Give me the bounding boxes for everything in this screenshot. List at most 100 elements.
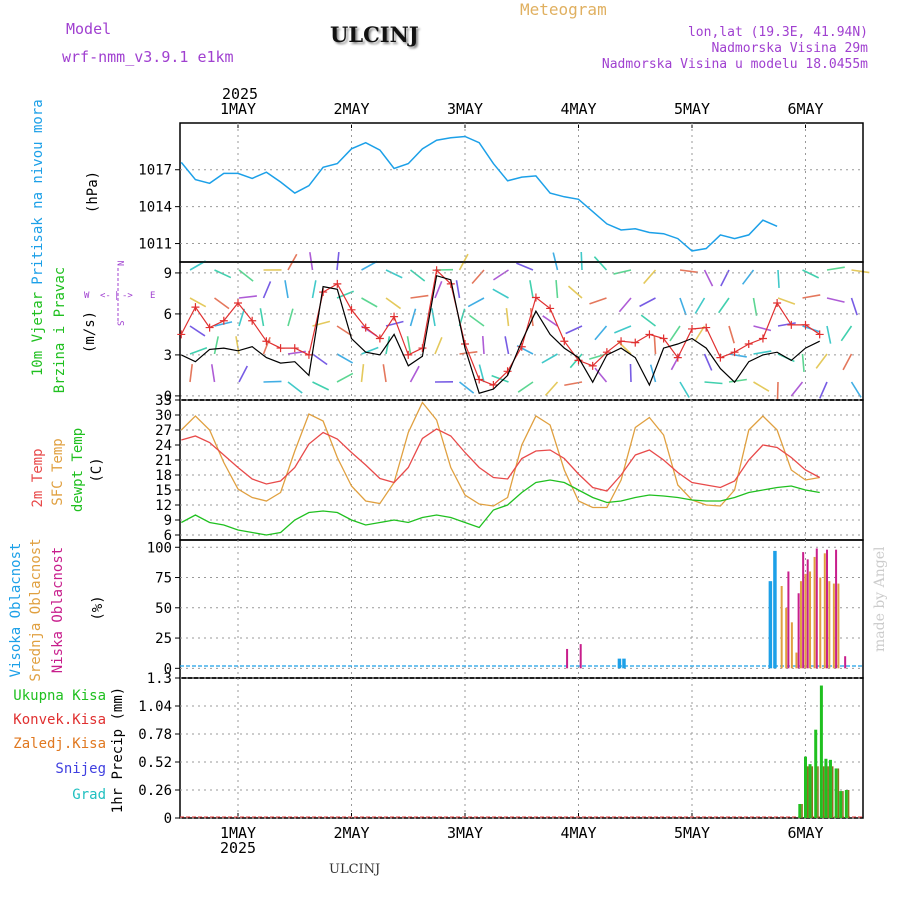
precip-unit: 1hr Precip (mm)	[110, 687, 126, 813]
wind-arrow	[410, 269, 426, 282]
precip-conv-bar	[811, 766, 814, 818]
gust-marker	[205, 323, 214, 332]
gust-marker	[617, 337, 626, 346]
precip-conv-bar	[847, 790, 850, 818]
gust-marker	[730, 348, 739, 357]
gust-marker	[673, 353, 682, 362]
wind-arrow	[718, 297, 730, 314]
wind-arrow	[580, 251, 583, 271]
wind-arrow	[235, 336, 240, 355]
wind-arrow	[819, 381, 828, 399]
wind-arrow	[840, 325, 853, 342]
precip-total-bar	[834, 768, 838, 818]
wind-arrow	[777, 322, 796, 327]
y-tick-label: 6	[164, 528, 172, 544]
wind-arrow	[593, 256, 608, 271]
wind-arrow	[728, 325, 735, 344]
pressure-label: Pritisak na nivou mora	[30, 99, 46, 284]
wind-arrow	[459, 381, 475, 394]
cloud-bar	[768, 581, 773, 669]
gust-marker	[489, 380, 498, 389]
sfc-temp-series	[180, 401, 820, 509]
gust-marker	[659, 334, 668, 343]
precip-total-bar	[828, 759, 832, 818]
cloud-bar	[566, 648, 569, 669]
wind-arrow	[565, 325, 583, 335]
wind-label-2: Brzina i Pravac	[52, 267, 68, 393]
wind-arrow	[259, 308, 265, 327]
t2m-label: 2m Temp	[30, 448, 46, 507]
gust-marker	[531, 293, 540, 302]
cloud-bar	[837, 583, 840, 669]
wind-arrow	[361, 260, 378, 271]
wind-arrow	[594, 325, 608, 341]
wind-arrow	[455, 280, 461, 299]
wind-arrow	[189, 297, 207, 308]
cloud-bar	[832, 583, 835, 669]
day-tick-bottom: 3MAY	[447, 824, 483, 842]
wind-arrow	[467, 297, 485, 308]
wind-arrow	[594, 367, 608, 383]
wind-arrow	[529, 280, 534, 299]
precip-conv-bar	[822, 766, 825, 818]
cloud-bar	[785, 607, 788, 669]
day-tick-top: 3MAY	[447, 100, 483, 118]
wind-arrow	[189, 347, 208, 355]
wind-arrow	[629, 363, 632, 383]
wind-arrow	[284, 280, 289, 299]
wind-arrow	[336, 353, 354, 364]
gust-marker	[758, 334, 767, 343]
gust-marker	[815, 330, 824, 339]
wind-arrow	[471, 269, 485, 285]
day-tick-top: 4MAY	[560, 100, 596, 118]
wind-arrow	[704, 381, 723, 385]
wind-arrow	[309, 252, 314, 271]
wind-arrow	[434, 281, 443, 299]
pressure-panel	[179, 122, 864, 263]
cloud-bar	[780, 586, 783, 669]
wind-arrow	[469, 314, 485, 327]
svg-text:<-: <-	[100, 291, 111, 301]
day-tick-top: 5MAY	[674, 100, 710, 118]
wind-arrow	[640, 314, 656, 327]
wind-arrow	[544, 381, 559, 396]
cloud-bar	[806, 559, 809, 669]
y-tick-label: 21	[155, 453, 172, 469]
gust-marker	[588, 361, 597, 370]
wind-arrow	[516, 262, 534, 271]
wind-arrow	[431, 308, 436, 327]
y-tick-label: 0	[164, 661, 172, 677]
wind-arrow	[409, 308, 417, 327]
precip-total-bar	[808, 764, 812, 818]
day-tick-top: 2MAY	[333, 100, 369, 118]
wind-arrow	[728, 378, 747, 383]
precip-conv-bar	[807, 766, 809, 818]
wind-compass-icon: W <- | -> E N S	[84, 261, 155, 326]
wind-arrow	[614, 325, 632, 334]
wind-arrow	[505, 308, 510, 327]
wind-arrow	[826, 266, 845, 271]
y-tick-label: 100	[147, 540, 172, 556]
wind-gust-series	[180, 268, 821, 386]
gust-marker	[219, 316, 228, 325]
svg-text:N: N	[117, 261, 127, 266]
wind-arrow	[589, 297, 607, 305]
wind-arrow	[753, 381, 770, 392]
precip-total-bar	[824, 758, 828, 818]
cloud-low-label: Niska Oblacnost	[50, 547, 66, 673]
wind-arrow	[406, 336, 412, 355]
gust-marker	[744, 339, 753, 348]
wind-arrow	[529, 308, 534, 327]
gust-marker	[248, 316, 257, 325]
model-name: wrf-nmm_v3.9.1 e1km	[62, 48, 234, 66]
gust-marker	[801, 320, 810, 329]
year-top: 2025	[222, 85, 258, 103]
wind-arrow	[753, 350, 772, 355]
wind-arrow	[382, 364, 387, 383]
wind-arrow	[826, 325, 832, 344]
gust-marker	[645, 330, 654, 339]
wind-speed-series	[181, 274, 820, 394]
y-tick-label: 0.78	[138, 727, 172, 743]
wind-arrow	[669, 325, 681, 342]
t2m-series	[181, 428, 821, 492]
